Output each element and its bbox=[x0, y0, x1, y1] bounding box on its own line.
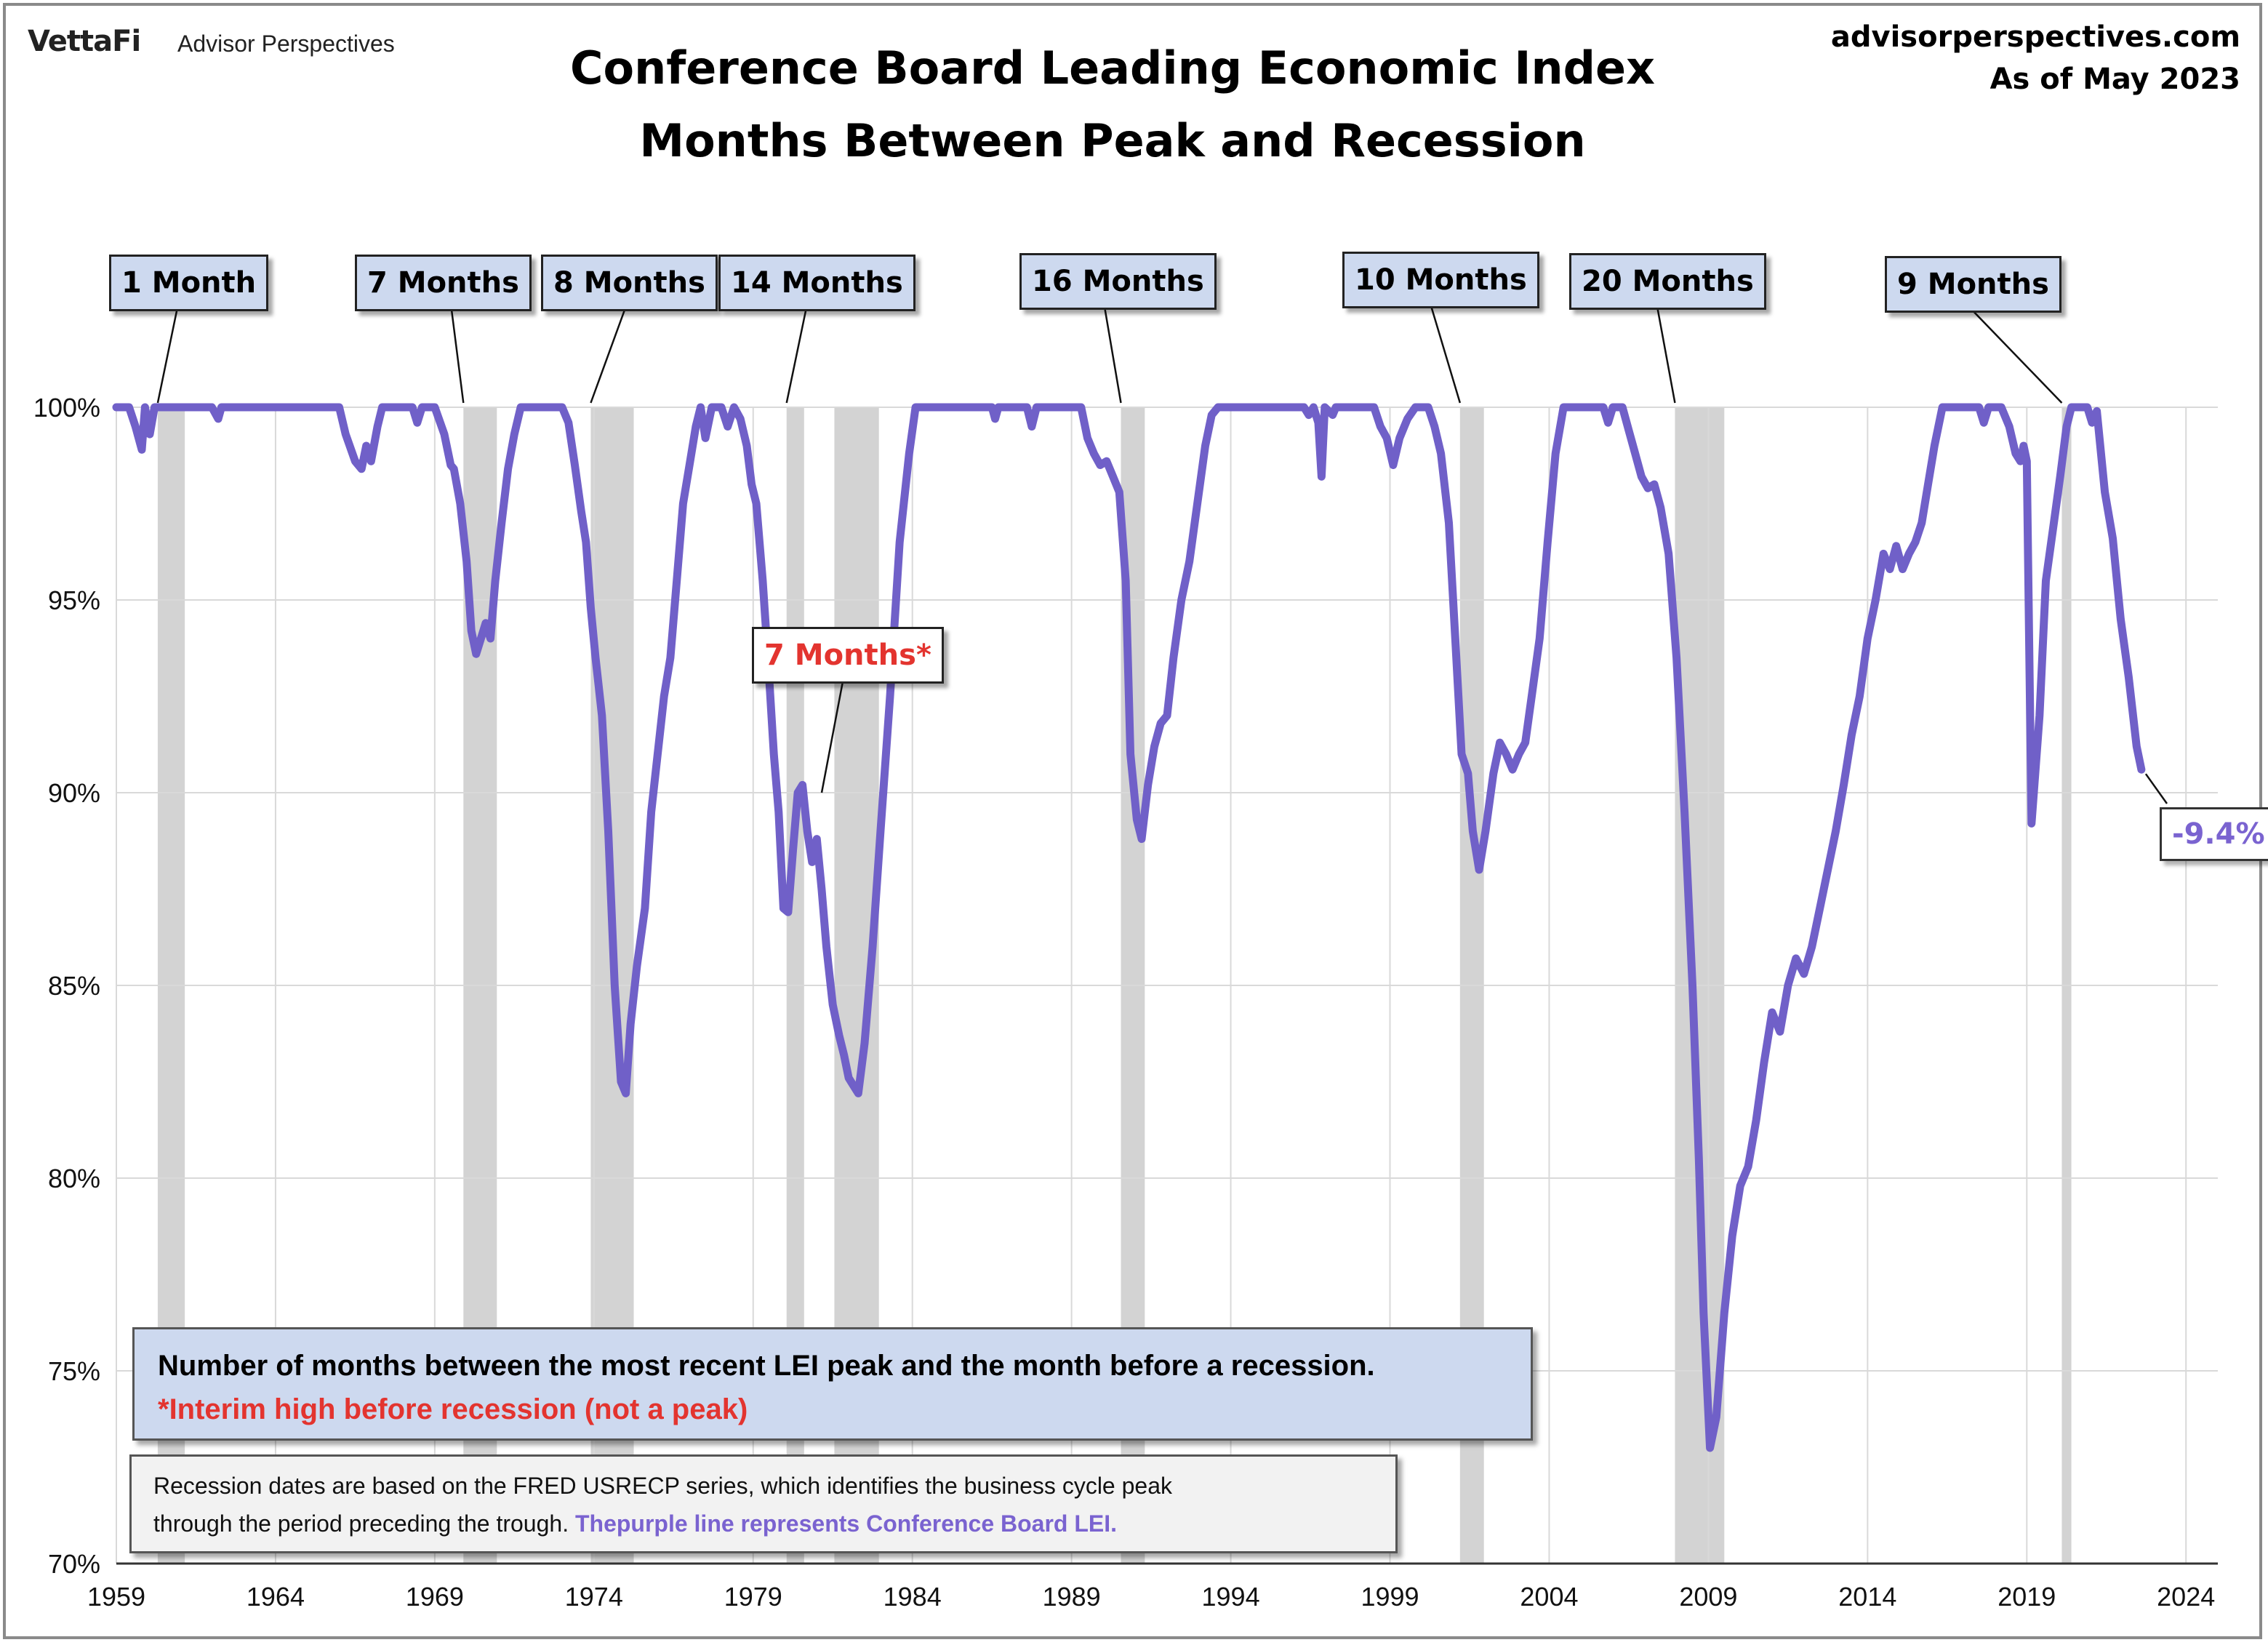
lei-series-line bbox=[112, 403, 2146, 1452]
callout-leader-line bbox=[1967, 305, 2063, 404]
site-url: advisorperspectives.com bbox=[1830, 20, 2240, 54]
y-tick-label: 95% bbox=[48, 585, 100, 615]
source-line1: Recession dates are based on the FRED US… bbox=[153, 1473, 1172, 1499]
source-box: Recession dates are based on the FRED US… bbox=[129, 1454, 1398, 1553]
x-tick-label: 1974 bbox=[565, 1582, 623, 1612]
latest-leader-line bbox=[2144, 773, 2168, 804]
interim-number: 7 bbox=[764, 639, 785, 672]
source-line2: through the period preceding the trough.… bbox=[153, 1505, 1374, 1542]
x-tick-label: 2014 bbox=[1838, 1582, 1896, 1612]
y-tick-label: 100% bbox=[33, 393, 100, 423]
note-line2: *Interim high before recession (not a pe… bbox=[158, 1393, 748, 1425]
y-tick-label: 75% bbox=[48, 1356, 100, 1386]
y-tick-label: 70% bbox=[48, 1549, 100, 1579]
x-tick-label: 1999 bbox=[1361, 1582, 1419, 1612]
chart-title: Conference Board Leading Economic Index … bbox=[407, 32, 1818, 177]
callout-leader-line bbox=[1655, 302, 1676, 404]
y-tick-label: 85% bbox=[48, 971, 100, 1001]
callout-leader-line bbox=[1102, 302, 1122, 404]
as-of-date: As of May 2023 bbox=[1989, 63, 2240, 96]
site-info: advisorperspectives.com As of May 2023 bbox=[1831, 16, 2240, 100]
callout-16-months: 16 Months bbox=[1019, 253, 1217, 310]
x-tick-label: 2004 bbox=[1520, 1582, 1578, 1612]
x-tick-label: 2009 bbox=[1679, 1582, 1737, 1612]
interim-text: Months* bbox=[784, 639, 931, 672]
x-tick-label: 2019 bbox=[1997, 1582, 2056, 1612]
x-tick-label: 1994 bbox=[1202, 1582, 1260, 1612]
x-tick-label: 1989 bbox=[1043, 1582, 1101, 1612]
x-tick-label: 2024 bbox=[2157, 1582, 2215, 1612]
source-line2b: Thepurple line represents Conference Boa… bbox=[569, 1510, 1118, 1537]
callout-1-month: 1 Month bbox=[109, 255, 269, 311]
y-tick-label: 80% bbox=[48, 1164, 100, 1193]
latest-value-label: -9.4% bbox=[2160, 807, 2268, 861]
callout-leader-line bbox=[1428, 300, 1462, 404]
callout-10-months: 10 Months bbox=[1342, 252, 1539, 308]
callout-leader-line bbox=[449, 303, 465, 404]
callout-leader-line bbox=[820, 677, 845, 793]
x-tick-label: 1964 bbox=[247, 1582, 305, 1612]
x-tick-label: 1959 bbox=[87, 1582, 145, 1612]
chart-title-line2: Months Between Peak and Recession bbox=[639, 114, 1586, 167]
x-tick-label: 1969 bbox=[406, 1582, 464, 1612]
callout-7-months-1969: 7 Months bbox=[355, 255, 532, 311]
y-tick-label: 90% bbox=[48, 778, 100, 808]
note-line1: Number of months between the most recent… bbox=[158, 1350, 1375, 1382]
callout-14-months: 14 Months bbox=[718, 255, 915, 311]
note-box: Number of months between the most recent… bbox=[132, 1327, 1533, 1441]
callout-8-months: 8 Months bbox=[541, 255, 718, 311]
chart-title-line1: Conference Board Leading Economic Index bbox=[569, 41, 1656, 95]
callout-9-months: 9 Months bbox=[1885, 256, 2061, 313]
x-tick-label: 1984 bbox=[883, 1582, 942, 1612]
source-line2a: through the period preceding the trough. bbox=[153, 1510, 569, 1537]
logo-subtitle: Advisor Perspectives bbox=[177, 31, 395, 57]
callout-20-months: 20 Months bbox=[1569, 253, 1766, 310]
callout-leader-line bbox=[590, 303, 628, 404]
callout-interim-7-months: 7 Months* bbox=[752, 627, 944, 684]
callout-leader-line bbox=[785, 303, 809, 404]
x-tick-label: 1979 bbox=[724, 1582, 782, 1612]
vettafi-logo: VettaFi bbox=[28, 25, 141, 58]
callout-leader-line bbox=[156, 303, 180, 404]
